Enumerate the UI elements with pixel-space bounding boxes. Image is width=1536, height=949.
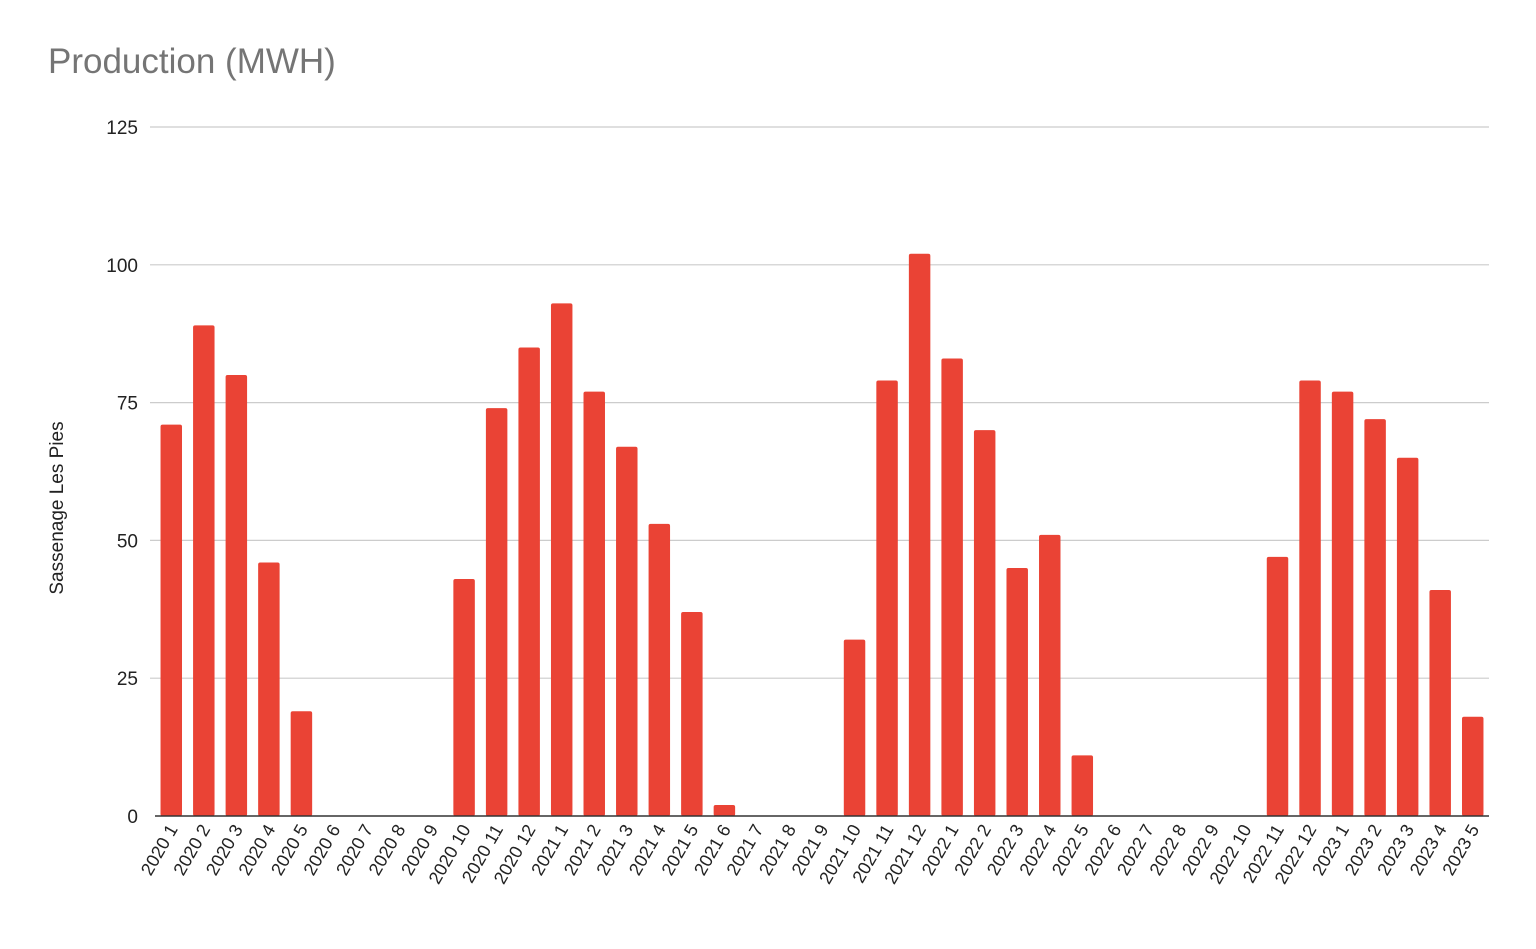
bar <box>160 424 183 816</box>
bar <box>193 325 215 816</box>
bar <box>518 347 540 816</box>
bar <box>908 253 931 816</box>
bar <box>973 430 996 816</box>
bar <box>713 804 736 816</box>
bar <box>1006 567 1028 816</box>
bar <box>1396 457 1419 816</box>
bar <box>550 303 573 816</box>
y-tick-label: 125 <box>106 118 138 139</box>
y-tick-label: 75 <box>117 394 138 415</box>
y-tick-label: 0 <box>127 807 138 828</box>
bar <box>290 711 313 816</box>
bar <box>485 408 508 816</box>
bar <box>1461 716 1484 816</box>
bar <box>1039 534 1061 816</box>
y-tick-label: 25 <box>117 669 138 690</box>
bar <box>1071 755 1094 816</box>
bar <box>876 380 898 816</box>
bar <box>648 523 671 816</box>
y-tick-labels: 0 25 50 75 100 125 <box>106 118 138 828</box>
gridlines <box>150 126 1489 679</box>
bar <box>453 578 475 816</box>
bar <box>616 446 638 816</box>
bar <box>1364 419 1386 816</box>
bar <box>1266 556 1289 816</box>
bar <box>583 391 605 816</box>
bar <box>258 562 280 816</box>
bar <box>225 375 248 816</box>
bar <box>1429 590 1451 816</box>
y-tick-label: 50 <box>117 531 138 552</box>
bar <box>941 358 963 816</box>
bar <box>1331 391 1354 816</box>
bar <box>843 639 866 816</box>
bars <box>160 253 1484 816</box>
chart-title: Production (MWH) <box>48 42 336 81</box>
bar <box>1299 380 1321 816</box>
bar <box>681 612 703 816</box>
y-tick-label: 100 <box>106 256 138 277</box>
